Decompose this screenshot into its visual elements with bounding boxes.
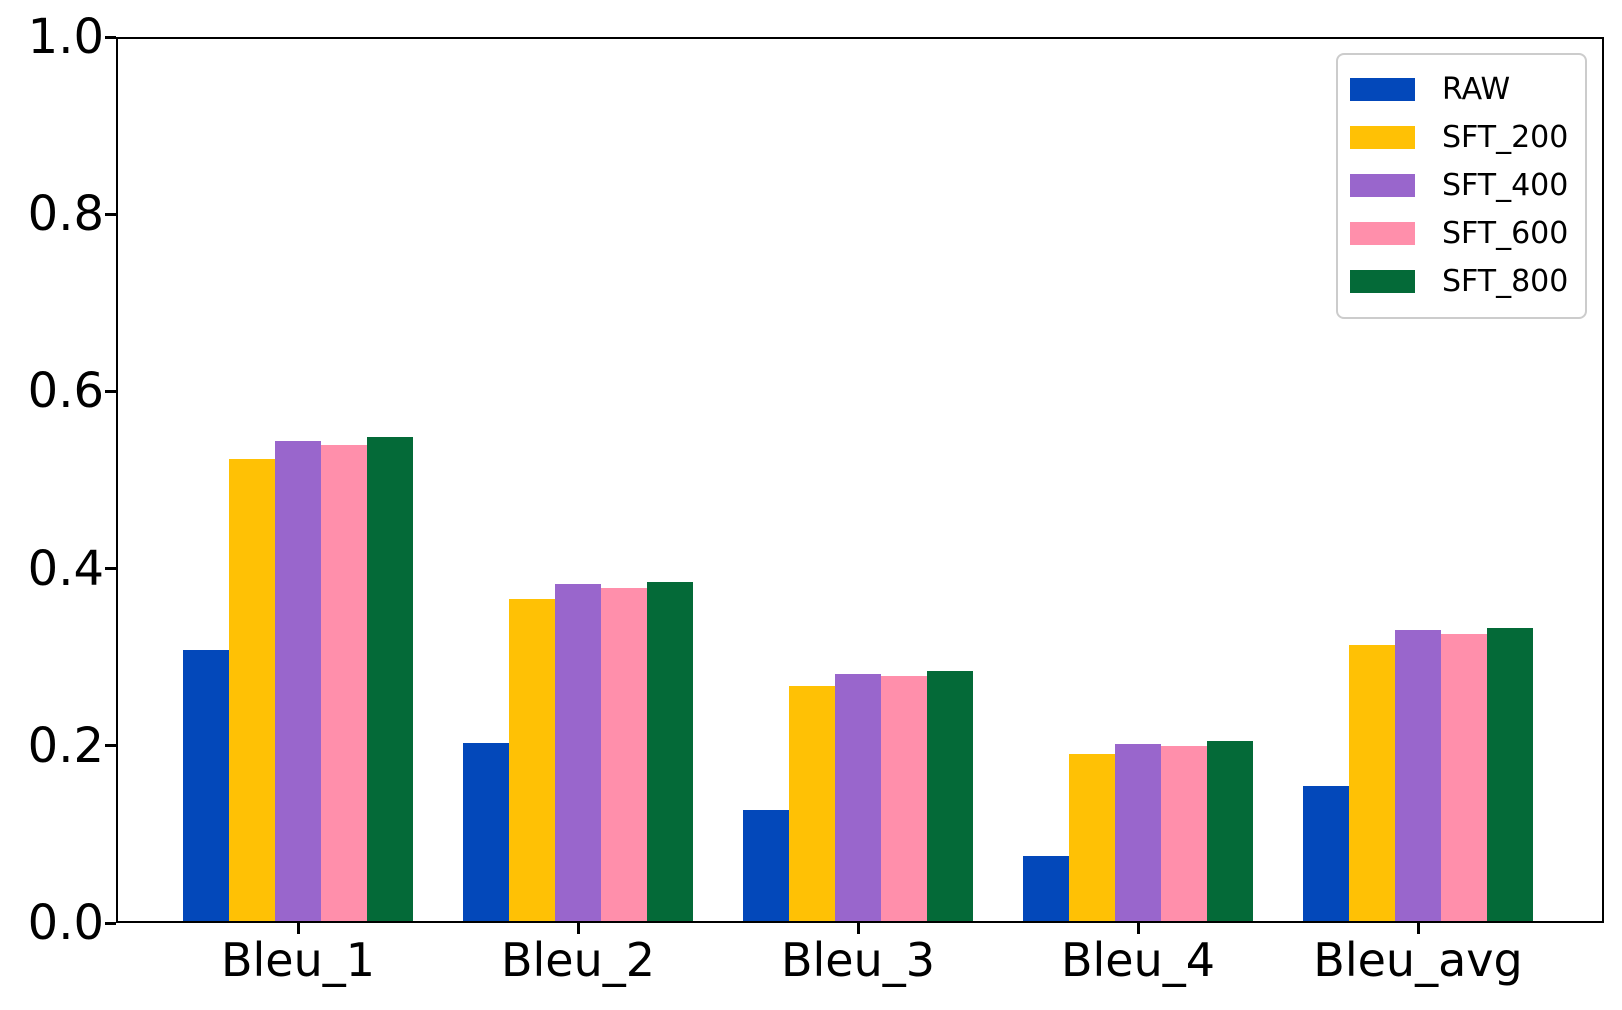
y-tick-label-0.2: 0.2 [27, 717, 104, 774]
legend-label-RAW: RAW [1442, 71, 1511, 107]
legend-label-SFT_400: SFT_400 [1442, 167, 1569, 203]
bar-RAW-Bleu_4 [1023, 856, 1069, 921]
legend-swatch-SFT_200 [1350, 125, 1415, 149]
bar-SFT_800-Bleu_3 [927, 671, 973, 921]
legend-swatch-SFT_800 [1350, 269, 1415, 293]
bar-RAW-Bleu_avg [1303, 786, 1349, 921]
x-tick-label-Bleu_1: Bleu_1 [220, 933, 376, 987]
bar-RAW-Bleu_3 [743, 810, 789, 921]
legend-label-SFT_600: SFT_600 [1442, 215, 1569, 251]
y-tick-mark-0.4 [105, 567, 116, 571]
bar-RAW-Bleu_1 [183, 650, 229, 921]
y-tick-mark-0.0 [105, 921, 116, 925]
bar-SFT_200-Bleu_3 [789, 686, 835, 921]
y-tick-label-0.4: 0.4 [27, 540, 104, 597]
bar-SFT_200-Bleu_4 [1069, 754, 1115, 921]
x-tick-label-Bleu_4: Bleu_4 [1060, 933, 1216, 987]
legend-label-SFT_800: SFT_800 [1442, 263, 1569, 299]
bar-SFT_600-Bleu_1 [321, 445, 367, 921]
bar-SFT_200-Bleu_avg [1349, 645, 1395, 921]
bar-SFT_600-Bleu_2 [601, 588, 647, 921]
bar-SFT_400-Bleu_1 [275, 441, 321, 921]
bar-SFT_600-Bleu_avg [1441, 634, 1487, 921]
legend-swatch-SFT_400 [1350, 173, 1415, 197]
bar-SFT_600-Bleu_4 [1161, 746, 1207, 921]
bar-SFT_800-Bleu_1 [367, 437, 413, 921]
x-tick-mark-Bleu_1 [296, 923, 300, 934]
legend-entry-RAW: RAW [1350, 65, 1571, 113]
legend-swatch-RAW [1350, 77, 1415, 101]
y-tick-label-1.0: 1.0 [27, 9, 104, 65]
x-tick-mark-Bleu_4 [1136, 923, 1140, 934]
y-tick-label-0.8: 0.8 [27, 186, 104, 243]
bar-SFT_200-Bleu_1 [229, 459, 275, 921]
bar-SFT_200-Bleu_2 [509, 599, 555, 921]
legend-entry-SFT_800: SFT_800 [1350, 257, 1571, 305]
legend-entry-SFT_400: SFT_400 [1350, 161, 1571, 209]
bar-SFT_400-Bleu_avg [1395, 630, 1441, 921]
legend-label-SFT_200: SFT_200 [1442, 119, 1569, 155]
x-tick-label-Bleu_3: Bleu_3 [780, 933, 936, 987]
y-tick-mark-0.2 [105, 744, 116, 748]
y-tick-mark-0.6 [105, 389, 116, 393]
x-tick-label-Bleu_2: Bleu_2 [500, 933, 656, 987]
x-tick-mark-Bleu_3 [856, 923, 860, 934]
legend: RAW SFT_200 SFT_400 SFT_600 SFT_800 [1336, 53, 1587, 319]
bar-SFT_800-Bleu_2 [647, 582, 693, 921]
y-tick-mark-0.8 [105, 212, 116, 216]
legend-entry-SFT_600: SFT_600 [1350, 209, 1571, 257]
y-tick-label-0.0: 0.0 [27, 895, 104, 951]
y-tick-mark-1.0 [105, 35, 116, 39]
y-tick-label-0.6: 0.6 [27, 363, 104, 420]
legend-swatch-SFT_600 [1350, 221, 1415, 245]
bar-SFT_400-Bleu_3 [835, 674, 881, 921]
bar-SFT_800-Bleu_avg [1487, 628, 1533, 921]
bar-RAW-Bleu_2 [463, 743, 509, 921]
bar-SFT_400-Bleu_2 [555, 584, 601, 921]
x-tick-mark-Bleu_2 [576, 923, 580, 934]
legend-entry-SFT_200: SFT_200 [1350, 113, 1571, 161]
x-tick-label-Bleu_avg: Bleu_avg [1313, 933, 1523, 987]
bar-SFT_800-Bleu_4 [1207, 741, 1253, 921]
x-tick-mark-Bleu_avg [1416, 923, 1420, 934]
bar-SFT_600-Bleu_3 [881, 676, 927, 921]
bar-SFT_400-Bleu_4 [1115, 744, 1161, 921]
